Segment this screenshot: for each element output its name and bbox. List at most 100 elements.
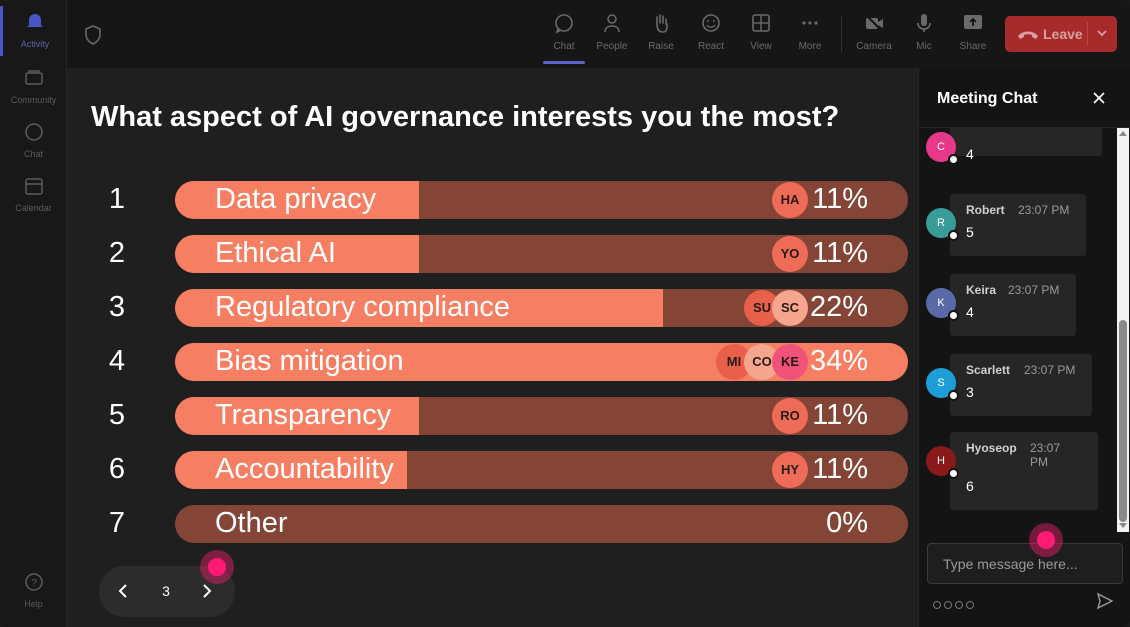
chat-sender-name: Keira bbox=[966, 283, 997, 297]
poll-option-percent: 22% bbox=[809, 291, 868, 323]
format-icon[interactable] bbox=[933, 601, 941, 609]
share-icon bbox=[964, 15, 982, 29]
scroll-down-icon[interactable] bbox=[1119, 523, 1127, 529]
toolbar-raise-button[interactable]: Raise bbox=[638, 8, 684, 60]
poll-option-label: Ethical AI bbox=[215, 237, 336, 269]
chat-icon bbox=[24, 123, 43, 141]
community-icon bbox=[24, 70, 43, 85]
presence-status-icon bbox=[948, 154, 959, 165]
meeting-toolbar: Chat People Raise React View More Camera bbox=[67, 0, 1130, 68]
rail-item-chat[interactable]: Chat bbox=[0, 116, 67, 166]
toolbar-more-button[interactable]: More bbox=[787, 8, 833, 60]
bell-icon bbox=[27, 14, 43, 27]
chat-icon bbox=[555, 14, 573, 34]
poll-option-row: 4 Bias mitigation MI CO KE 34% bbox=[100, 343, 910, 381]
poll-result-bar: Data privacy HA 11% bbox=[175, 181, 908, 219]
chat-timestamp: 23:07 PM bbox=[1008, 283, 1060, 297]
rail-item-calendar[interactable]: Calendar bbox=[0, 170, 67, 220]
toolbar-mic-button[interactable]: Mic bbox=[901, 8, 947, 60]
attach-icon[interactable] bbox=[944, 601, 952, 609]
poll-option-percent: 11% bbox=[812, 183, 868, 215]
leave-button[interactable]: Leave bbox=[1005, 16, 1117, 52]
gif-icon[interactable] bbox=[966, 601, 974, 609]
voter-avatar: HY bbox=[772, 452, 808, 488]
poll-result-fill bbox=[175, 397, 419, 435]
voter-avatar: RO bbox=[772, 398, 808, 434]
voter-avatars bbox=[800, 506, 808, 542]
chat-scroll-thumb[interactable] bbox=[1119, 320, 1127, 522]
shield-icon[interactable] bbox=[84, 25, 102, 45]
more-icon bbox=[802, 21, 818, 25]
presence-status-icon bbox=[948, 390, 959, 401]
poll-option-number: 2 bbox=[108, 237, 126, 269]
mic-icon bbox=[917, 14, 931, 32]
poll-option-number: 4 bbox=[108, 345, 126, 377]
toolbar-divider bbox=[841, 16, 842, 52]
chevron-down-icon[interactable] bbox=[1095, 26, 1109, 40]
toolbar-more-label: More bbox=[798, 41, 822, 52]
chevron-left-icon[interactable] bbox=[113, 581, 133, 601]
pointer-indicator bbox=[1029, 523, 1063, 557]
poll-option-label: Transparency bbox=[215, 399, 392, 431]
poll-option-number: 5 bbox=[108, 399, 126, 431]
poll-option-label: Bias mitigation bbox=[215, 345, 404, 377]
emoji-icon[interactable] bbox=[955, 601, 963, 609]
grid-view-icon bbox=[752, 14, 770, 32]
poll-option-percent: 34% bbox=[809, 345, 868, 377]
chat-title: Meeting Chat bbox=[937, 90, 1038, 107]
poll-option-number: 3 bbox=[108, 291, 126, 323]
chat-timestamp: 23:07 PM bbox=[1024, 363, 1076, 377]
chat-message-input[interactable] bbox=[927, 543, 1123, 584]
scroll-up-icon[interactable] bbox=[1119, 130, 1127, 136]
svg-text:?: ? bbox=[31, 578, 37, 589]
toolbar-camera-button[interactable]: Camera bbox=[851, 8, 897, 60]
poll-result-fill bbox=[175, 289, 663, 327]
left-rail: Activity Community Chat Calendar ? Help bbox=[0, 0, 67, 627]
chat-timestamp: 23:07 PM bbox=[1018, 203, 1070, 217]
rail-label-calendar: Calendar bbox=[15, 203, 52, 213]
camera-off-icon bbox=[865, 14, 883, 32]
rail-item-activity[interactable]: Activity bbox=[0, 6, 67, 56]
chat-format-tools bbox=[933, 596, 977, 609]
poll-result-bar: Transparency RO 11% bbox=[175, 397, 908, 435]
voter-avatars: HA bbox=[772, 182, 808, 218]
react-icon bbox=[702, 14, 720, 32]
chat-timestamp: 23:07 PM bbox=[1030, 441, 1061, 469]
presence-status-icon bbox=[948, 230, 959, 241]
poll-option-row: 6 Accountability HY 11% bbox=[100, 451, 910, 489]
voter-avatar: SC bbox=[772, 290, 808, 326]
calendar-icon bbox=[24, 178, 43, 195]
poll-option-label: Data privacy bbox=[215, 183, 377, 215]
presence-status-icon bbox=[948, 310, 959, 321]
toolbar-share-label: Share bbox=[959, 41, 987, 52]
toolbar-view-label: View bbox=[750, 41, 772, 52]
poll-option-row: 5 Transparency RO 11% bbox=[100, 397, 910, 435]
toolbar-camera-label: Camera bbox=[856, 41, 892, 52]
poll-result-bar: Ethical AI YO 11% bbox=[175, 235, 908, 273]
poll-result-fill bbox=[175, 181, 419, 219]
poll-option-label: Other bbox=[215, 507, 288, 539]
rail-item-help[interactable]: ? Help bbox=[0, 566, 67, 616]
rail-item-community[interactable]: Community bbox=[0, 62, 67, 112]
toolbar-react-button[interactable]: React bbox=[688, 8, 734, 60]
toolbar-mic-label: Mic bbox=[916, 41, 932, 52]
presence-status-icon bbox=[948, 468, 959, 479]
chat-sender-name: Hyoseop bbox=[966, 441, 1017, 455]
raise-hand-icon bbox=[656, 14, 668, 33]
close-icon[interactable] bbox=[1091, 90, 1107, 106]
poll-question: What aspect of AI governance interests y… bbox=[91, 101, 840, 133]
pointer-indicator bbox=[200, 550, 234, 584]
meeting-chat-panel: Meeting Chat Colin23:07 PM4CRobert23:07 … bbox=[918, 68, 1130, 627]
toolbar-view-button[interactable]: View bbox=[738, 8, 784, 60]
chevron-right-icon[interactable] bbox=[197, 581, 217, 601]
help-icon: ? bbox=[24, 573, 43, 591]
voter-avatars: HY bbox=[772, 452, 808, 488]
send-icon[interactable] bbox=[1096, 592, 1114, 610]
poll-result-fill bbox=[175, 235, 419, 273]
poll-option-number: 7 bbox=[108, 507, 126, 539]
toolbar-people-button[interactable]: People bbox=[589, 8, 635, 60]
poll-option-percent: 0% bbox=[826, 507, 868, 539]
toolbar-chat-button[interactable]: Chat bbox=[541, 8, 587, 64]
toolbar-share-button[interactable]: Share bbox=[950, 8, 996, 60]
